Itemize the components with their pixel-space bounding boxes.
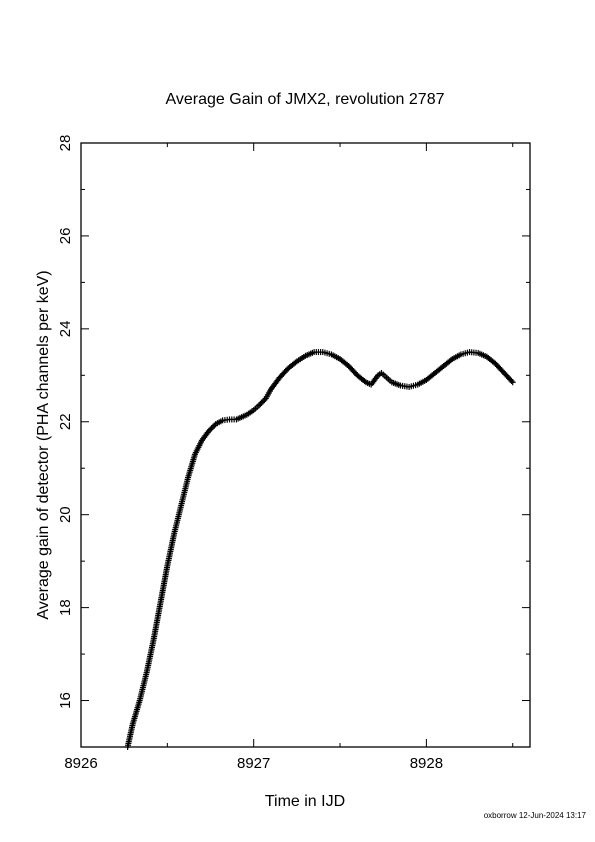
y-tick-label: 28	[57, 135, 74, 152]
series-layer	[124, 349, 516, 750]
y-axis-label: Average gain of detector (PHA channels p…	[35, 270, 52, 619]
curve-marker	[508, 377, 515, 384]
data-point	[255, 402, 262, 409]
y-tick-label: 22	[57, 413, 74, 430]
curve-marker	[257, 401, 264, 408]
y-tick-label: 16	[57, 692, 74, 709]
curve-marker	[207, 426, 214, 433]
x-tick-label: 8927	[237, 755, 270, 772]
y-tick-label: 18	[57, 599, 74, 616]
plot-frame	[80, 142, 531, 748]
curve-marker	[211, 422, 218, 429]
curve-marker	[261, 396, 268, 403]
tick-labels: 8926 8927 8928 16 18 20 22 24 26 28	[57, 135, 443, 772]
curve-marker	[208, 425, 215, 432]
x-tick-label: 8928	[410, 755, 443, 772]
y-tick-label: 24	[57, 321, 74, 338]
curve-marker	[260, 398, 267, 405]
data-point	[509, 379, 516, 386]
curve-marker	[258, 399, 265, 406]
y-tick-label: 20	[57, 506, 74, 523]
y-tick-label: 26	[57, 228, 74, 245]
data-point	[205, 428, 212, 435]
x-tick-label: 8926	[64, 755, 97, 772]
chart-title: Average Gain of JMX2, revolution 2787	[166, 91, 445, 108]
axis-ticks	[80, 142, 530, 748]
footer-credit: oxborrow 12-Jun-2024 13:17	[484, 811, 587, 820]
curve-marker	[209, 423, 216, 430]
x-axis-label: Time in IJD	[265, 793, 345, 810]
